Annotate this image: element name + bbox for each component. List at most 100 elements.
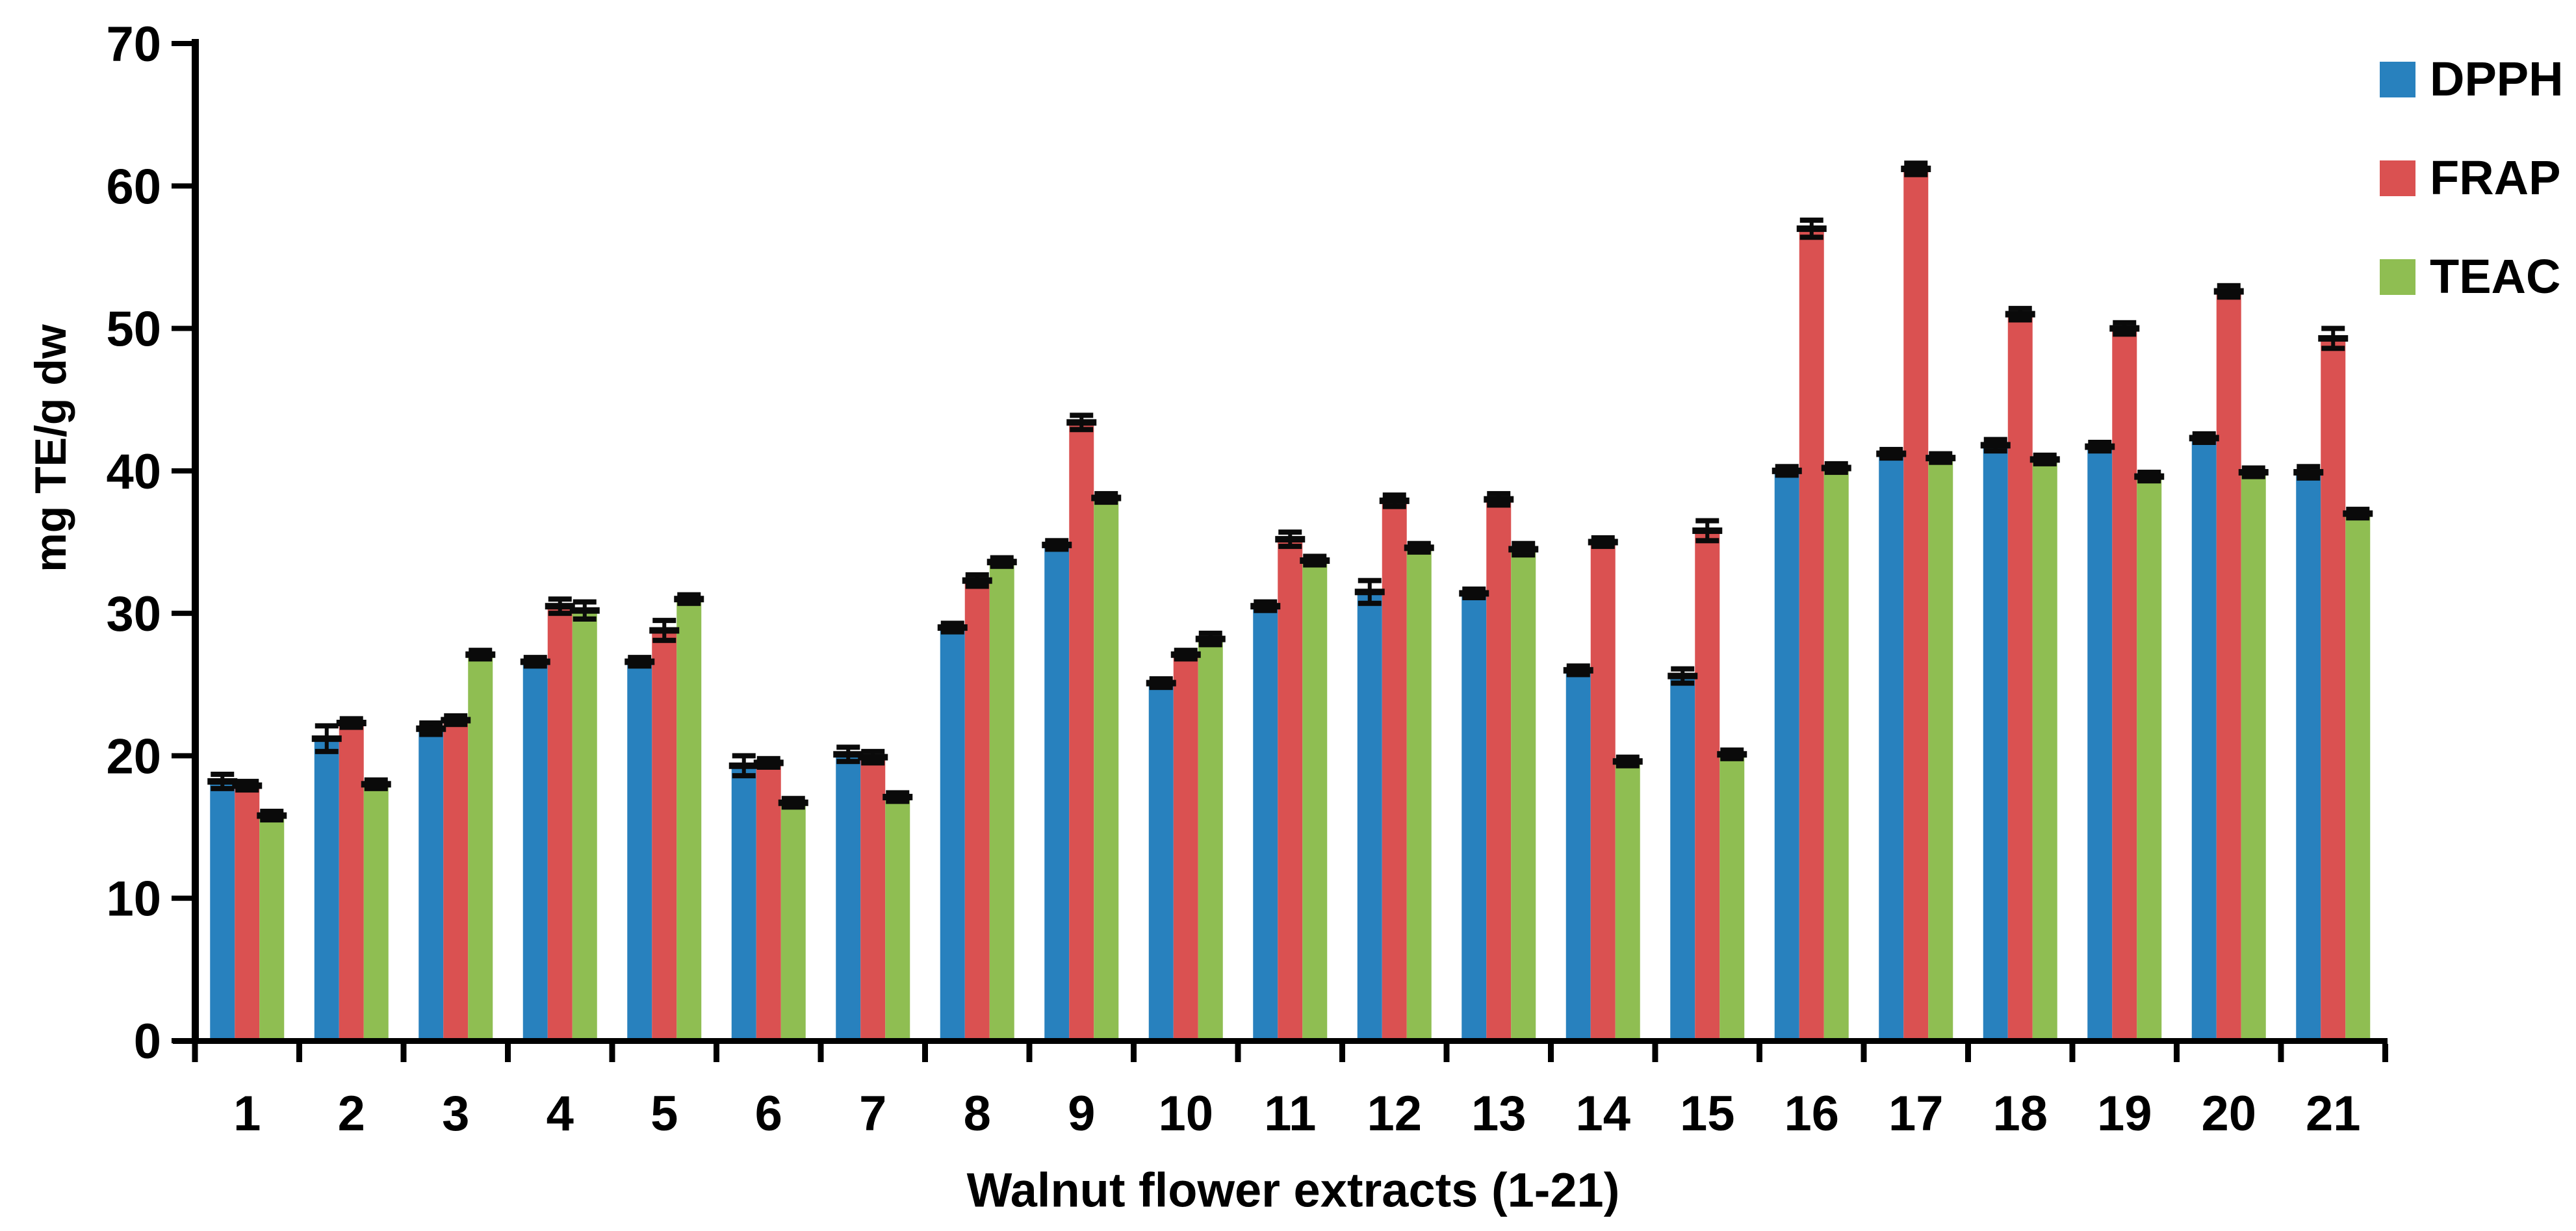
bar-frap-19 bbox=[2112, 328, 2137, 1041]
error-bar-frap-8 bbox=[965, 583, 989, 589]
bar-frap-21 bbox=[2321, 338, 2346, 1041]
error-bar-frap-9 bbox=[1070, 427, 1094, 433]
bar-frap-11 bbox=[1278, 539, 1303, 1041]
error-bar-dpph-4 bbox=[523, 655, 547, 661]
x-tick-21 bbox=[2382, 1044, 2388, 1062]
bar-teac-20 bbox=[2241, 472, 2266, 1041]
error-bar-dpph-10 bbox=[1149, 685, 1173, 691]
bar-top-cap-dpph-10 bbox=[1146, 679, 1176, 687]
x-tick-12 bbox=[1443, 1044, 1450, 1062]
x-category-label-10: 10 bbox=[1158, 1086, 1213, 1141]
bar-dpph-18 bbox=[1983, 445, 2008, 1041]
bar-top-cap-frap-17 bbox=[1901, 165, 1931, 172]
legend-swatch-teac bbox=[2380, 259, 2415, 295]
error-bar-teac-4 bbox=[573, 616, 597, 622]
x-category-label-9: 9 bbox=[1068, 1086, 1095, 1141]
x-axis-title: Walnut flower extracts (1-21) bbox=[966, 1163, 1620, 1217]
bar-frap-20 bbox=[2216, 291, 2241, 1041]
bar-top-cap-dpph-9 bbox=[1042, 541, 1072, 548]
bar-top-cap-teac-10 bbox=[1195, 635, 1226, 642]
x-category-label-17: 17 bbox=[1888, 1086, 1944, 1141]
error-bar-frap-11 bbox=[1278, 544, 1302, 550]
error-bar-frap-12 bbox=[1382, 503, 1406, 509]
bar-top-cap-frap-11 bbox=[1275, 536, 1306, 543]
error-bar-dpph-19 bbox=[2088, 448, 2112, 454]
y-tick-50 bbox=[172, 325, 195, 331]
error-bar-dpph-20 bbox=[2192, 440, 2216, 445]
error-bar-dpph-14 bbox=[1566, 663, 1590, 669]
error-bar-teac-13 bbox=[1512, 540, 1536, 546]
bar-frap-4 bbox=[547, 606, 573, 1041]
error-bar-frap-17 bbox=[1904, 160, 1928, 166]
bar-top-cap-frap-6 bbox=[753, 759, 784, 767]
bar-frap-16 bbox=[1799, 229, 1824, 1041]
legend-item-dpph: DPPH bbox=[2380, 55, 2564, 103]
y-tick-30 bbox=[172, 611, 195, 616]
error-bar-dpph-3 bbox=[419, 731, 443, 737]
error-bar-dpph-11 bbox=[1254, 599, 1278, 605]
x-category-label-20: 20 bbox=[2201, 1086, 2256, 1141]
bar-teac-1 bbox=[259, 815, 285, 1041]
error-bar-dpph-13 bbox=[1462, 586, 1486, 592]
error-bar-dpph-21 bbox=[2297, 464, 2321, 470]
bar-top-cap-teac-20 bbox=[2238, 469, 2269, 476]
y-tick-label-50: 50 bbox=[106, 302, 161, 357]
error-bar-teac-5 bbox=[677, 600, 701, 606]
bar-dpph-4 bbox=[522, 661, 548, 1041]
error-bar-teac-14 bbox=[1616, 763, 1640, 768]
error-bar-frap-7 bbox=[861, 760, 885, 766]
bar-teac-14 bbox=[1615, 761, 1640, 1041]
bar-teac-8 bbox=[989, 562, 1014, 1041]
error-bar-teac-6 bbox=[781, 804, 805, 810]
bar-frap-2 bbox=[339, 722, 364, 1041]
bar-teac-5 bbox=[676, 599, 702, 1041]
error-bar-frap-5 bbox=[652, 618, 676, 624]
bar-teac-16 bbox=[1823, 468, 1849, 1041]
error-bar-dpph-18 bbox=[1983, 448, 2007, 454]
error-bar-frap-13 bbox=[1487, 502, 1511, 508]
error-bar-teac-6 bbox=[781, 796, 805, 802]
error-bar-frap-9 bbox=[1070, 412, 1094, 418]
error-bar-teac-16 bbox=[1824, 461, 1848, 466]
error-bar-dpph-1 bbox=[211, 785, 235, 791]
error-bar-teac-11 bbox=[1303, 553, 1327, 559]
bar-dpph-1 bbox=[210, 781, 235, 1041]
x-tick-2 bbox=[400, 1044, 407, 1062]
error-bar-dpph-6 bbox=[732, 753, 756, 759]
x-tick-20 bbox=[2278, 1044, 2284, 1062]
y-tick-label-0: 0 bbox=[134, 1014, 161, 1069]
bar-top-cap-teac-11 bbox=[1300, 557, 1330, 565]
error-bar-dpph-5 bbox=[628, 655, 652, 661]
legend-swatch-frap bbox=[2380, 160, 2415, 196]
bar-teac-18 bbox=[2032, 459, 2057, 1041]
x-category-label-6: 6 bbox=[755, 1086, 782, 1141]
legend-item-teac: TEAC bbox=[2380, 253, 2564, 301]
error-bar-teac-19 bbox=[2137, 470, 2161, 476]
y-axis-title: mg TE/g dw bbox=[26, 324, 75, 572]
bar-top-cap-dpph-13 bbox=[1459, 590, 1489, 597]
bar-top-cap-teac-1 bbox=[257, 812, 287, 819]
error-bar-dpph-18 bbox=[1983, 437, 2007, 442]
bar-top-cap-dpph-2 bbox=[311, 735, 342, 742]
bar-top-cap-frap-3 bbox=[441, 717, 471, 724]
x-category-label-21: 21 bbox=[2306, 1086, 2361, 1141]
bar-top-cap-frap-18 bbox=[2005, 311, 2035, 318]
legend: DPPH FRAP TEAC bbox=[2380, 55, 2564, 301]
x-category-label-5: 5 bbox=[650, 1086, 678, 1141]
error-bar-dpph-12 bbox=[1358, 577, 1382, 583]
bar-teac-19 bbox=[2137, 476, 2162, 1041]
error-bar-frap-14 bbox=[1591, 544, 1615, 550]
error-bar-frap-17 bbox=[1904, 171, 1928, 177]
bar-top-cap-teac-18 bbox=[2029, 456, 2060, 463]
bar-top-cap-frap-14 bbox=[1588, 539, 1618, 546]
y-axis-line bbox=[192, 39, 199, 1044]
error-bar-frap-15 bbox=[1695, 518, 1719, 524]
bar-dpph-11 bbox=[1253, 606, 1278, 1041]
x-category-label-14: 14 bbox=[1575, 1086, 1630, 1141]
error-bar-dpph-21 bbox=[2297, 475, 2321, 481]
bar-top-cap-dpph-12 bbox=[1354, 589, 1385, 596]
legend-label-frap: FRAP bbox=[2430, 151, 2561, 205]
error-bar-frap-18 bbox=[2008, 305, 2032, 311]
error-bar-teac-13 bbox=[1512, 552, 1536, 558]
error-bar-frap-3 bbox=[444, 722, 468, 728]
